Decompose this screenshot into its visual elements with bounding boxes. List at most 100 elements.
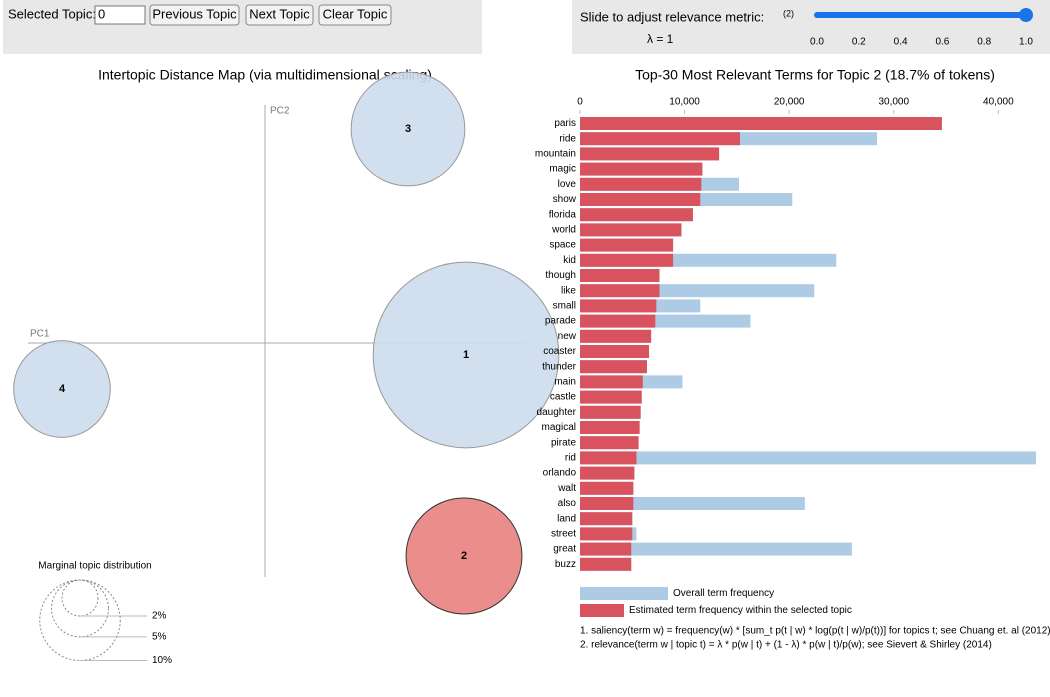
- y-tick-label: castle: [550, 392, 577, 403]
- bar: [580, 345, 650, 358]
- y-tick-label: street: [551, 529, 576, 540]
- bar: [580, 557, 632, 571]
- bar: [580, 436, 639, 450]
- y-tick-label: love: [558, 179, 577, 190]
- y-tick-label: pirate: [551, 437, 576, 448]
- y-tick-label: like: [561, 285, 576, 296]
- y-tick-label: though: [545, 270, 576, 281]
- bar: [580, 360, 647, 374]
- button[interactable]: [149, 4, 240, 26]
- y-tick-label: orlando: [543, 468, 577, 479]
- button-label[interactable]: Clear Topic: [323, 6, 388, 21]
- footnote: 1. saliency(term w) = frequency(w) * [su…: [580, 626, 1050, 637]
- legend-size-label: 10%: [152, 655, 172, 666]
- button-label[interactable]: Next Topic: [249, 6, 310, 21]
- legend-label: Estimated term frequency within the sele…: [629, 605, 852, 616]
- topic-bubble[interactable]: [405, 497, 523, 615]
- bar: [580, 466, 635, 480]
- slider-thumb[interactable]: [1019, 8, 1033, 22]
- x-tick-label: 20,000: [774, 97, 805, 108]
- y-tick-label: buzz: [555, 559, 576, 570]
- legend-circle: [39, 579, 121, 662]
- bar: [580, 481, 634, 495]
- x-tick-label: 30,000: [878, 97, 909, 108]
- legend-label: Overall term frequency: [673, 588, 774, 599]
- slider-tick-label: 0.6: [935, 37, 949, 48]
- y-tick-label: show: [553, 194, 577, 205]
- topic-bubble[interactable]: [13, 340, 111, 438]
- lambda-label: λ = 1: [647, 32, 674, 46]
- bar: [580, 451, 637, 465]
- topic-bubble[interactable]: [372, 261, 560, 449]
- y-tick-label: magical: [542, 422, 576, 433]
- bar: [580, 162, 703, 176]
- bar: [580, 451, 1036, 465]
- slider-tick-label: 1.0: [1019, 37, 1033, 48]
- legend-swatch: [580, 587, 668, 600]
- bar: [580, 117, 942, 130]
- map-title: Intertopic Distance Map (via multidimens…: [98, 67, 432, 83]
- slider-label: Slide to adjust relevance metric:: [580, 9, 764, 24]
- legend-circle: [61, 579, 99, 617]
- y-tick-label: kid: [563, 255, 576, 266]
- bar: [580, 269, 660, 282]
- pc2-label: PC2: [270, 106, 290, 117]
- y-tick-label: walt: [557, 483, 576, 494]
- bar: [580, 527, 633, 541]
- topic-label: 3: [405, 123, 411, 135]
- slider-tick-label: 0.8: [977, 37, 991, 48]
- footnote: 2. relevance(term w | topic t) = λ * p(w…: [580, 640, 992, 651]
- slider-tick-label: 0.2: [852, 37, 866, 48]
- y-tick-label: space: [549, 240, 576, 251]
- bar: [580, 497, 805, 510]
- control-panel: [3, 0, 482, 54]
- slider-panel: [572, 0, 1050, 54]
- bar: [580, 512, 633, 526]
- y-tick-label: main: [554, 377, 576, 388]
- y-tick-label: daughter: [537, 407, 577, 418]
- slider-tick-label: 0.4: [894, 37, 908, 48]
- topic-input-value[interactable]: 0: [98, 6, 105, 21]
- topic-label: 1: [463, 349, 469, 361]
- y-tick-label: thunder: [542, 361, 577, 372]
- bar: [580, 314, 656, 328]
- bar: [580, 421, 640, 434]
- button-label[interactable]: Previous Topic: [152, 6, 237, 21]
- x-tick-label: 40,000: [983, 97, 1014, 108]
- pc1-label: PC1: [30, 329, 50, 340]
- y-tick-label: paris: [554, 118, 576, 129]
- bar: [580, 193, 701, 206]
- y-tick-label: parade: [545, 316, 577, 327]
- y-tick-label: ride: [559, 133, 576, 144]
- legend-swatch: [580, 604, 624, 617]
- bar: [580, 405, 641, 419]
- y-tick-label: land: [557, 513, 576, 524]
- bar: [580, 497, 634, 510]
- bar: [580, 177, 702, 191]
- y-tick-label: small: [553, 301, 576, 312]
- bar: [580, 375, 643, 389]
- bar: [580, 238, 674, 252]
- bar: [580, 208, 693, 222]
- y-tick-label: world: [551, 225, 576, 236]
- y-tick-label: magic: [549, 164, 576, 175]
- bar: [580, 299, 657, 313]
- bar: [580, 132, 741, 146]
- button[interactable]: [318, 4, 392, 26]
- bar: [580, 147, 720, 161]
- legend-size-label: 2%: [152, 611, 167, 622]
- bar: [580, 542, 852, 556]
- y-tick-label: new: [558, 331, 577, 342]
- slider-tick-label: 0.0: [810, 37, 824, 48]
- topic-label: 4: [59, 383, 66, 395]
- bar: [580, 253, 674, 267]
- y-tick-label: florida: [549, 209, 577, 220]
- button[interactable]: [245, 4, 314, 26]
- legend-size-label: 5%: [152, 632, 167, 643]
- topic-bubble[interactable]: [350, 71, 466, 187]
- topic-input[interactable]: [94, 5, 146, 25]
- legend-circle: [51, 579, 109, 638]
- bar-title: Top-30 Most Relevant Terms for Topic 2 (…: [635, 67, 995, 83]
- legend-title: Marginal topic distribution: [38, 561, 151, 572]
